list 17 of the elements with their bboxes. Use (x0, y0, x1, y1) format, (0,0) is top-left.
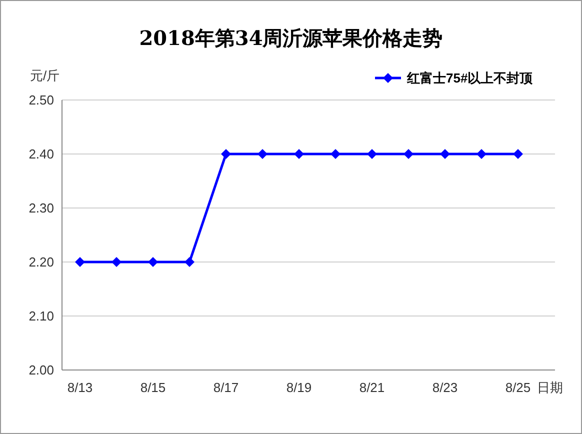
chart-title: 2018年第34周沂源苹果价格走势 (139, 26, 443, 50)
legend-label: 红富士75#以上不封顶 (406, 70, 534, 86)
y-tick-label: 2.40 (28, 146, 54, 162)
y-axis-title: 元/斤 (30, 68, 60, 83)
x-tick-label: 8/13 (67, 380, 93, 395)
y-tick-label: 2.50 (28, 92, 54, 108)
x-tick-label: 8/25 (505, 380, 531, 395)
x-tick-label: 8/23 (432, 380, 458, 395)
y-tick-label: 2.20 (28, 254, 54, 270)
y-tick-label: 2.00 (28, 362, 54, 378)
x-tick-label: 8/21 (359, 380, 385, 395)
x-tick-label: 8/15 (140, 380, 166, 395)
x-tick-label: 8/17 (213, 380, 239, 395)
x-axis-title: 日期 (537, 380, 563, 395)
y-tick-label: 2.30 (28, 200, 54, 216)
y-tick-label: 2.10 (28, 308, 54, 324)
x-tick-label: 8/19 (286, 380, 312, 395)
